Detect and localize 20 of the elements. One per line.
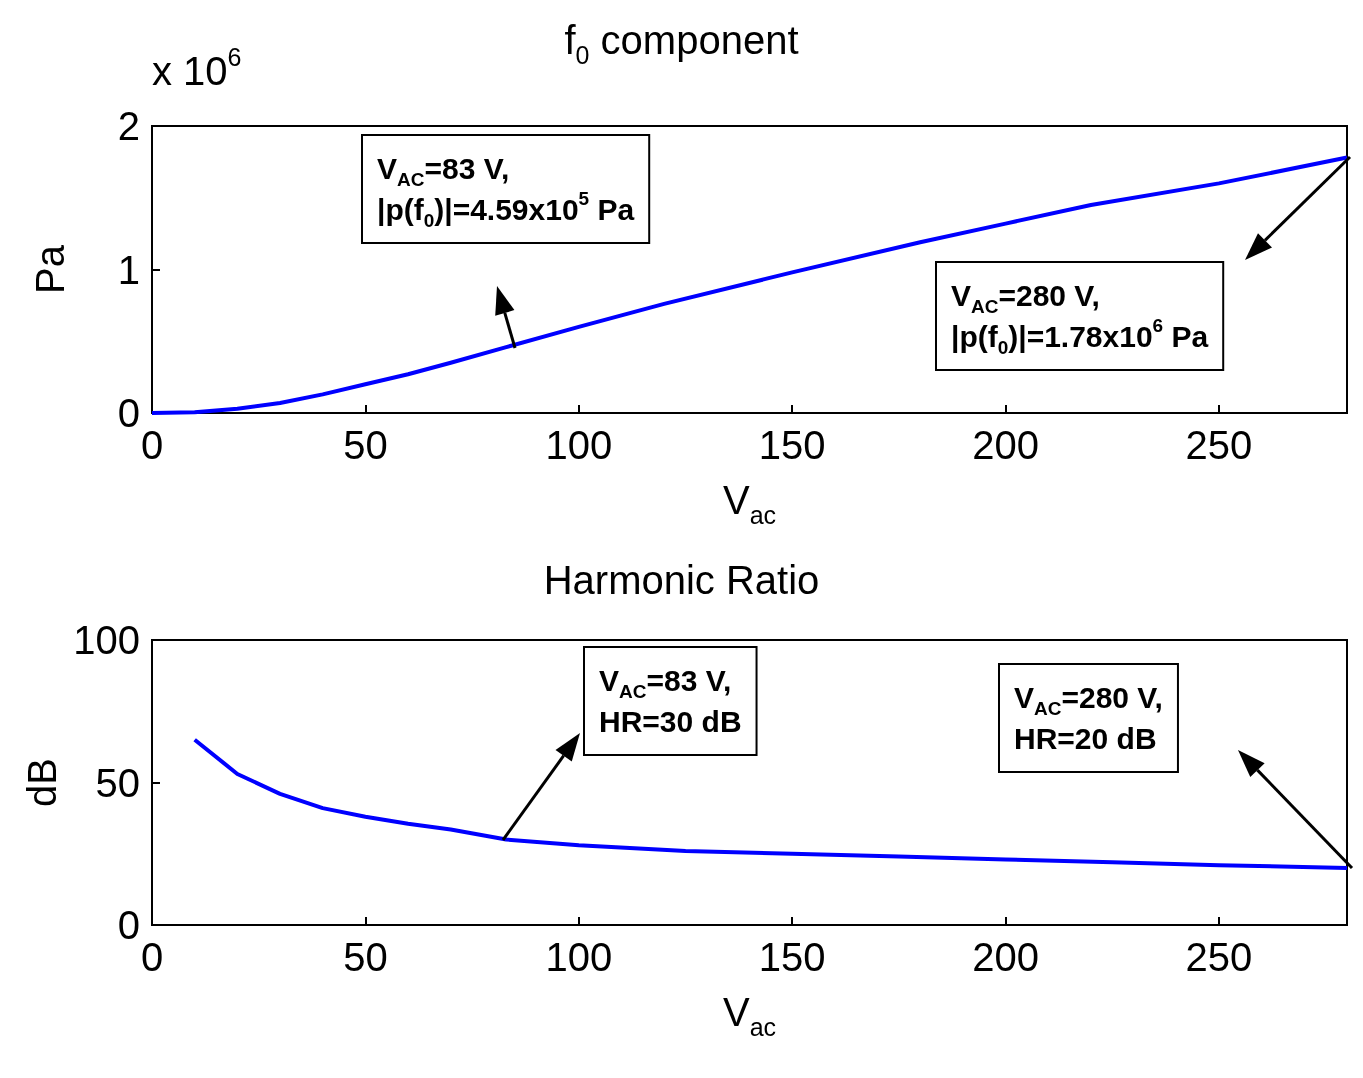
y-tick-label: 2 xyxy=(117,104,140,148)
x-tick-label: 250 xyxy=(1185,423,1253,467)
chart-title: Harmonic Ratio xyxy=(543,558,820,602)
y-tick-label: 0 xyxy=(117,903,140,947)
y-axis-title: dB xyxy=(20,758,65,807)
x-tick-label: 100 xyxy=(545,935,613,979)
y-axis-title: Pa xyxy=(28,244,72,294)
x-tick-label: 150 xyxy=(758,423,826,467)
y-tick-label: 0 xyxy=(117,391,140,435)
x-tick-label: 50 xyxy=(343,935,388,979)
y-tick-label: 1 xyxy=(117,247,140,292)
x-tick-label: 250 xyxy=(1185,935,1253,979)
x-tick-label: 50 xyxy=(343,423,388,467)
x-tick-label: 150 xyxy=(758,935,826,979)
x-tick-label: 100 xyxy=(545,423,613,467)
x-tick-label: 200 xyxy=(972,423,1039,467)
line-series xyxy=(150,155,1349,415)
y-tick-label: 50 xyxy=(95,760,140,805)
x-tick-label: 200 xyxy=(972,935,1039,979)
y-tick-label: 100 xyxy=(73,618,140,662)
